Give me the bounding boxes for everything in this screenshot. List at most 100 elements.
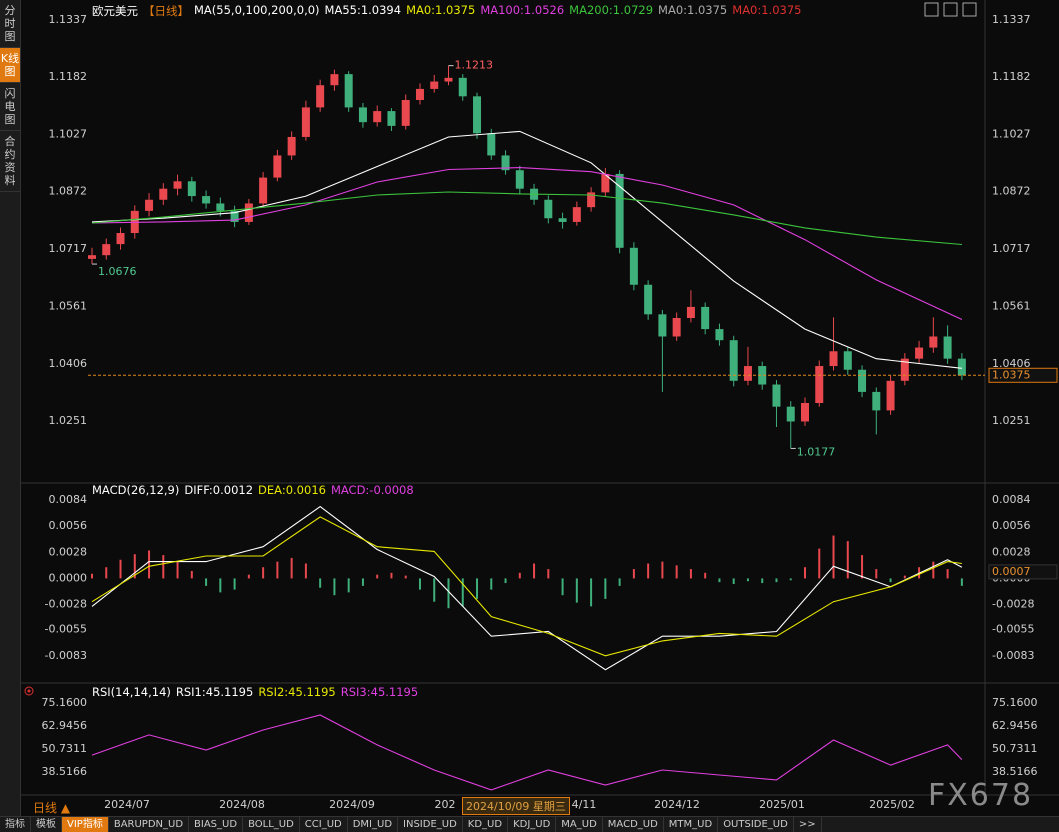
y-tick-label-right: 1.1027 bbox=[992, 127, 1031, 140]
toolbar-tab[interactable]: CCI_UD bbox=[300, 817, 348, 832]
series-line bbox=[91, 516, 962, 657]
toolbar-tab[interactable]: BIAS_UD bbox=[189, 817, 244, 832]
y-tick-label: 1.0717 bbox=[49, 242, 88, 255]
legend-item: DIFF:0.0012 bbox=[184, 483, 254, 497]
y-tick-label-right: 38.5166 bbox=[992, 765, 1038, 778]
candle-body bbox=[187, 181, 196, 197]
start-low-label: 1.0676 bbox=[98, 265, 137, 278]
y-tick-label: 1.1182 bbox=[49, 70, 88, 83]
candle-body bbox=[758, 366, 767, 385]
candle-body bbox=[644, 284, 653, 315]
candle-body bbox=[244, 203, 253, 222]
y-tick-label-right: 0.0056 bbox=[992, 519, 1031, 532]
candle-body bbox=[601, 173, 610, 193]
toolbar-tab[interactable]: >> bbox=[794, 817, 822, 832]
y-tick-label: -0.0028 bbox=[45, 598, 87, 611]
y-tick-label: 1.1027 bbox=[49, 127, 88, 140]
candle-body bbox=[801, 402, 809, 422]
last-price-label: 1.0375 bbox=[992, 368, 1031, 381]
last-price-box bbox=[988, 367, 1058, 383]
candle-body bbox=[487, 133, 496, 156]
candle-body bbox=[415, 88, 424, 101]
y-tick-label-right: 1.1182 bbox=[992, 70, 1031, 83]
tab-flash[interactable]: 闪电图 bbox=[0, 83, 20, 131]
legend-item: RSI1:45.1195 bbox=[175, 685, 254, 699]
candle-body bbox=[216, 203, 225, 211]
candle-body bbox=[259, 177, 268, 204]
tab-timeshare[interactable]: 分时图 bbox=[0, 0, 20, 48]
candle-body bbox=[615, 173, 624, 248]
toolbar-tab[interactable]: BARUPDN_UD bbox=[109, 817, 190, 832]
y-tick-label: 50.7311 bbox=[42, 742, 88, 755]
y-tick-label: 1.0251 bbox=[49, 414, 88, 427]
candle-body bbox=[943, 336, 952, 359]
rsi-title: RSI(14,14,14) bbox=[92, 685, 171, 699]
y-tick-label: 38.5166 bbox=[42, 765, 88, 778]
toolbar-tab[interactable]: DMI_UD bbox=[348, 817, 399, 832]
toolbar-tab[interactable]: MACD_UD bbox=[603, 817, 664, 832]
y-tick-label: 62.9456 bbox=[42, 719, 88, 732]
rsi-icon bbox=[27, 689, 31, 693]
y-tick-label-right: 75.1600 bbox=[992, 696, 1038, 709]
y-tick-label: 1.1337 bbox=[49, 13, 88, 26]
candle-body bbox=[102, 244, 111, 256]
y-tick-label-right: 62.9456 bbox=[992, 719, 1038, 732]
sidebar: 分时图 K线图 闪电图 合约资料 bbox=[0, 0, 21, 816]
candle-body bbox=[358, 107, 367, 123]
y-tick-label-right: 0.0084 bbox=[992, 493, 1031, 506]
candle-body bbox=[672, 318, 681, 337]
toolbar-tab[interactable]: OUTSIDE_UD bbox=[718, 817, 794, 832]
macd-header: MACD(26,12,9) DIFF:0.0012 DEA:0.0016 MAC… bbox=[92, 483, 414, 497]
candle-body bbox=[957, 358, 966, 376]
toolbar-tab[interactable]: VIP指标 bbox=[62, 817, 109, 832]
y-tick-label-right: 1.0717 bbox=[992, 242, 1031, 255]
x-tick-label: 2025/01 bbox=[759, 798, 805, 811]
toolbar-tab[interactable]: BOLL_UD bbox=[243, 817, 300, 832]
y-tick-label: 75.1600 bbox=[42, 696, 88, 709]
candle-body bbox=[273, 155, 282, 178]
candle-body bbox=[159, 188, 168, 200]
series-line bbox=[91, 505, 963, 671]
candle-body bbox=[373, 111, 382, 123]
candle-body bbox=[173, 181, 182, 189]
candle-body bbox=[743, 366, 752, 381]
candle-body bbox=[301, 107, 310, 137]
y-tick-label: -0.0055 bbox=[45, 623, 87, 636]
series-line bbox=[91, 130, 962, 369]
x-tick-label: 2024/09 bbox=[329, 798, 375, 811]
background bbox=[21, 0, 1059, 816]
tab-kline[interactable]: K线图 bbox=[0, 48, 20, 83]
candle-body bbox=[330, 74, 339, 86]
toolbar-tab[interactable]: KD_UD bbox=[463, 817, 509, 832]
period-button[interactable]: 日线 ▲ bbox=[33, 801, 71, 815]
toolbar-tab[interactable]: MA_UD bbox=[556, 817, 603, 832]
candle-body bbox=[629, 247, 638, 285]
tab-contract[interactable]: 合约资料 bbox=[0, 131, 20, 192]
legend-item: RSI3:45.1195 bbox=[340, 685, 419, 699]
candle-body bbox=[430, 81, 439, 89]
y-tick-label: 1.0406 bbox=[49, 357, 88, 370]
x-tick-label: 2025/02 bbox=[869, 798, 915, 811]
candle-body bbox=[772, 384, 781, 407]
toolbar-tab[interactable]: MTM_UD bbox=[664, 817, 719, 832]
y-tick-label-right: -0.0028 bbox=[992, 598, 1034, 611]
x-tick-label: 2024/12 bbox=[654, 798, 700, 811]
candle-body bbox=[829, 351, 838, 367]
candle-body bbox=[929, 336, 938, 348]
toolbar-tab[interactable]: INSIDE_UD bbox=[398, 817, 463, 832]
y-tick-label: 0.0056 bbox=[49, 519, 88, 532]
toolbar-tab[interactable]: 指标 bbox=[0, 817, 31, 832]
crosshair-label: 2024/10/09 星期三 bbox=[462, 797, 570, 815]
y-tick-label: 1.0872 bbox=[49, 185, 88, 198]
candle-body bbox=[858, 369, 867, 392]
y-tick-label-right: -0.0055 bbox=[992, 623, 1034, 636]
y-tick-label: 0.0084 bbox=[49, 493, 88, 506]
current-value-box bbox=[988, 564, 1058, 580]
toolbar-tab[interactable]: 模板 bbox=[31, 817, 62, 832]
candle-body bbox=[715, 329, 724, 341]
candle-body bbox=[515, 170, 524, 189]
legend-item: MA0:1.0375 bbox=[406, 3, 476, 17]
toolbar-tab[interactable]: KDJ_UD bbox=[508, 817, 557, 832]
legend-item: DEA:0.0016 bbox=[258, 483, 326, 497]
